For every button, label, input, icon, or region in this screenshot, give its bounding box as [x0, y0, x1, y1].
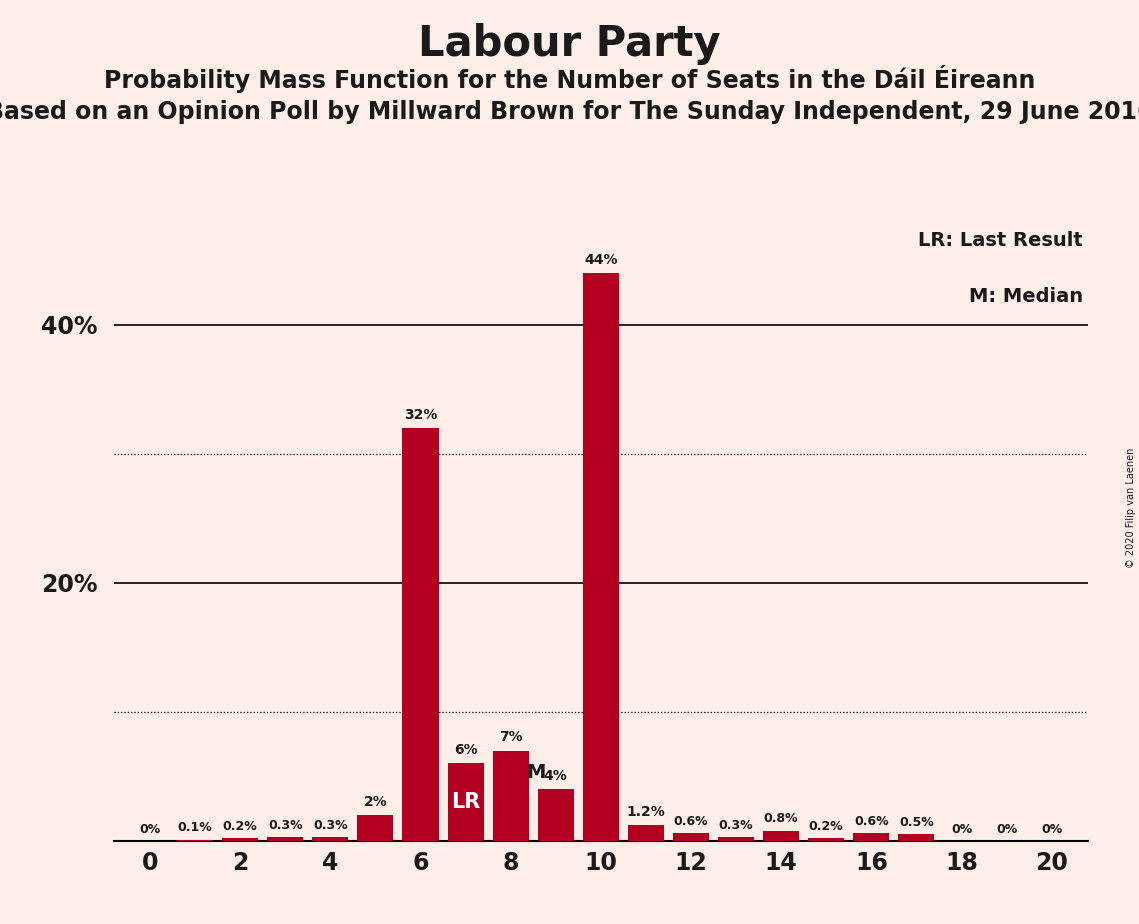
Text: 0.2%: 0.2% [223, 821, 257, 833]
Text: 32%: 32% [404, 407, 437, 421]
Text: 0.2%: 0.2% [809, 821, 844, 833]
Bar [312, 837, 349, 841]
Text: 0.8%: 0.8% [764, 812, 798, 825]
Text: 2%: 2% [363, 795, 387, 808]
Text: 6%: 6% [453, 743, 477, 757]
Text: © 2020 Filip van Laenen: © 2020 Filip van Laenen [1126, 448, 1136, 568]
Text: 0%: 0% [995, 822, 1017, 835]
Text: 0%: 0% [1041, 822, 1063, 835]
Text: 0%: 0% [951, 822, 972, 835]
Bar [358, 815, 393, 841]
Bar [899, 834, 934, 841]
Text: 0.1%: 0.1% [178, 821, 213, 834]
Text: 0.6%: 0.6% [673, 815, 708, 828]
Bar [177, 840, 213, 841]
Text: Labour Party: Labour Party [418, 23, 721, 65]
Bar [628, 825, 664, 841]
Text: 7%: 7% [499, 730, 523, 744]
Bar [809, 838, 844, 841]
Bar [402, 428, 439, 841]
Bar [763, 831, 800, 841]
Text: 0.3%: 0.3% [719, 819, 753, 832]
Text: Probability Mass Function for the Number of Seats in the Dáil Éireann: Probability Mass Function for the Number… [104, 65, 1035, 92]
Text: Based on an Opinion Poll by Millward Brown for The Sunday Independent, 29 June 2: Based on an Opinion Poll by Millward Bro… [0, 100, 1139, 124]
Bar [583, 274, 618, 841]
Text: 4%: 4% [543, 769, 567, 783]
Text: LR: Last Result: LR: Last Result [918, 231, 1083, 250]
Bar [673, 833, 708, 841]
Bar [448, 763, 484, 841]
Bar [853, 833, 890, 841]
Bar [718, 837, 754, 841]
Text: 0.5%: 0.5% [899, 816, 934, 829]
Bar [492, 750, 528, 841]
Text: 44%: 44% [584, 253, 617, 267]
Text: LR: LR [451, 792, 481, 812]
Bar [268, 837, 303, 841]
Bar [538, 789, 574, 841]
Text: M: Median: M: Median [969, 286, 1083, 306]
Bar [222, 838, 259, 841]
Text: 1.2%: 1.2% [626, 805, 665, 819]
Text: M: M [526, 762, 546, 782]
Text: 0%: 0% [139, 822, 161, 835]
Text: 0.3%: 0.3% [313, 819, 347, 832]
Text: 0.3%: 0.3% [268, 819, 303, 832]
Text: 0.6%: 0.6% [854, 815, 888, 828]
